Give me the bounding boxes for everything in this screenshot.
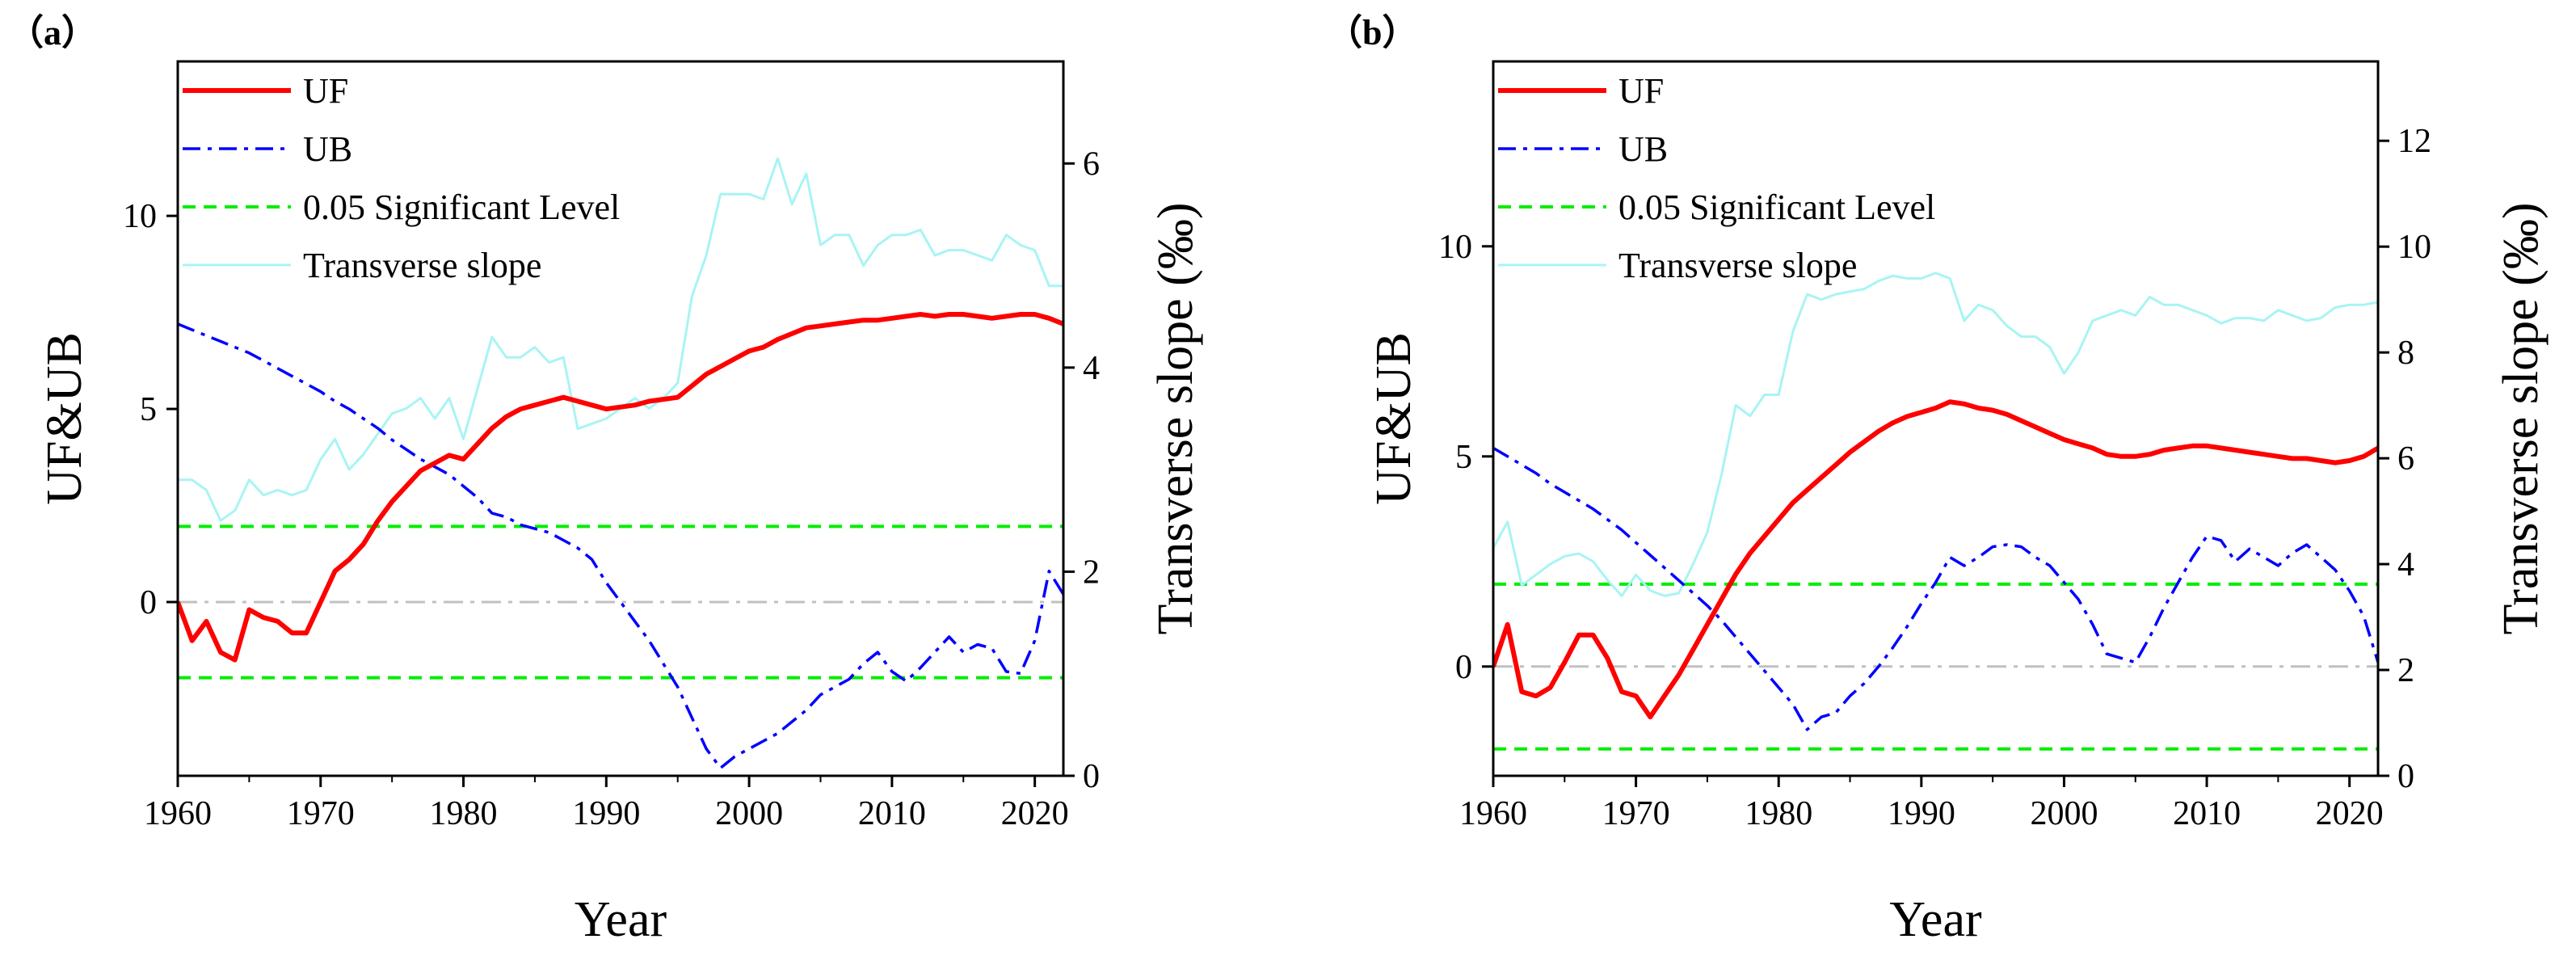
y2-tick-label: 4	[1083, 350, 1100, 387]
y2-axis-title: Transverse slope (‰)	[1148, 203, 1203, 635]
chart-panel-a: （a） 1960 1970 1980 1990 2000 2010 2020 0 5 10 0 2 4 6 Y…	[8, 13, 1203, 947]
x-tick-label: 2000	[2030, 795, 2098, 832]
y2-tick-label: 0	[1083, 758, 1100, 795]
legend: UF UB 0.05 Significant Level Transverse slo…	[1498, 71, 1935, 285]
legend-label-slope: Transverse slope	[1618, 246, 1857, 285]
ub-series-line	[178, 322, 1063, 770]
y-axis-title: UF&UB	[1366, 332, 1421, 505]
x-tick-label: 1990	[1888, 795, 1955, 832]
x-tick-label: 1980	[430, 795, 498, 832]
y2-tick-label: 2	[1083, 554, 1100, 591]
panel-label: （a）	[8, 13, 97, 53]
legend-label-ub: UB	[303, 129, 352, 169]
x-tick-label: 1960	[144, 795, 212, 832]
y-tick-label: 0	[140, 584, 157, 621]
y2-tick-label: 6	[2397, 440, 2414, 478]
x-tick-label: 1970	[1602, 795, 1670, 832]
y-tick-label: 0	[1455, 649, 1472, 686]
legend-label-slope: Transverse slope	[303, 246, 541, 285]
y-tick-label: 10	[1438, 229, 1472, 266]
y-tick-label: 5	[140, 391, 157, 428]
legend-label-sig: 0.05 Significant Level	[303, 187, 620, 227]
x-tick-label: 1960	[1459, 795, 1527, 832]
y-tick-label: 5	[1455, 439, 1472, 476]
x-axis-title: Year	[1889, 892, 1982, 947]
uf-series-line	[1493, 399, 2378, 720]
legend: UF UB 0.05 Significant Level Transverse slo…	[183, 71, 620, 285]
uf-series-line	[178, 312, 1063, 663]
x-tick-label: 1970	[287, 795, 355, 832]
y-axis-title: UF&UB	[37, 332, 92, 505]
legend-label-ub: UB	[1618, 129, 1668, 169]
x-tick-label: 2020	[1001, 795, 1069, 832]
x-tick-label: 1990	[572, 795, 640, 832]
legend-label-uf: UF	[303, 71, 348, 111]
legend-label-sig: 0.05 Significant Level	[1618, 187, 1935, 227]
plot-area	[1493, 272, 2378, 751]
y2-tick-label: 2	[2397, 652, 2414, 689]
x-axis-title: Year	[575, 892, 667, 947]
y2-axis-title: Transverse slope (‰)	[2494, 203, 2549, 635]
panel-label: （b）	[1327, 13, 1417, 53]
y2-tick-label: 6	[1083, 145, 1100, 183]
x-tick-label: 2020	[2316, 795, 2384, 832]
y2-tick-label: 12	[2397, 123, 2431, 160]
y2-tick-label: 0	[2397, 758, 2414, 795]
y2-tick-label: 8	[2397, 335, 2414, 372]
chart-panel-b: （b） 1960 1970 1980 1990 2000 2010 2020 0 5 10 0 2 4 6 8…	[1327, 13, 2549, 947]
x-tick-label: 1980	[1745, 795, 1812, 832]
plot-frame	[176, 60, 1065, 777]
y2-tick-label: 4	[2397, 546, 2414, 583]
x-tick-label: 2010	[2173, 795, 2241, 832]
y2-tick-label: 10	[2397, 229, 2431, 266]
plot-frame	[1492, 60, 2380, 777]
plot-area	[178, 157, 1063, 770]
x-tick-label: 2010	[858, 795, 926, 832]
ub-series-line	[1493, 446, 2378, 731]
y-tick-label: 10	[123, 198, 157, 235]
legend-label-uf: UF	[1618, 71, 1664, 111]
transverse-slope-series-line	[1493, 272, 2378, 597]
x-tick-label: 2000	[715, 795, 783, 832]
